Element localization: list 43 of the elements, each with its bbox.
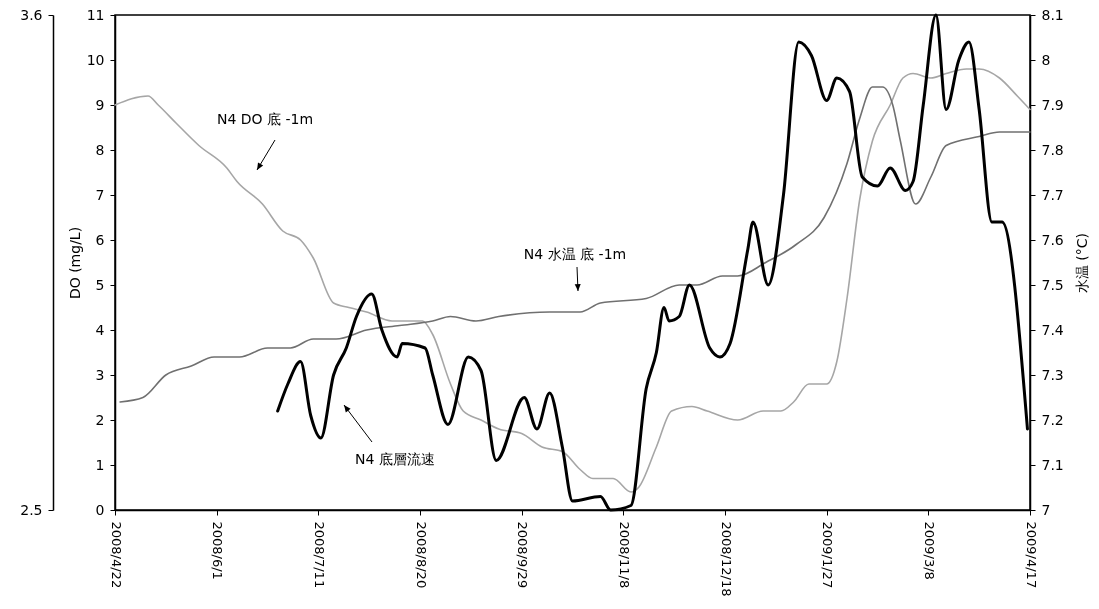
y-tick-label: 7 (95, 186, 105, 203)
y2-tick-label: 7 (1041, 501, 1051, 518)
y2-tick-label: 7.1 (1041, 456, 1064, 473)
y2-tick-label: 8.1 (1041, 6, 1064, 23)
y-tick-label: 8 (95, 141, 105, 158)
y2-tick-label: 7.7 (1041, 186, 1064, 203)
y2-tick-label: 8 (1041, 51, 1051, 68)
y-tick-label: 10 (86, 51, 105, 68)
y-tick-label: 3 (95, 366, 105, 383)
y2-tick-label: 7.4 (1041, 321, 1064, 338)
x-tick-label: 2009/4/17 (1023, 521, 1039, 589)
y2-tick-label: 7.9 (1041, 96, 1064, 113)
y-tick-label: 11 (86, 6, 105, 23)
line-series (114, 68, 1031, 493)
x-tick-label: 2008/7/11 (311, 521, 327, 589)
y-tick-label: 1 (95, 456, 105, 473)
x-tick-label: 2008/6/1 (210, 521, 226, 580)
y-tick-label: 5 (95, 276, 105, 293)
y-tick-label: 2 (95, 411, 105, 428)
y3-tick-label: 2.5 (20, 501, 43, 518)
x-tick-label: 2009/1/27 (820, 521, 836, 589)
y-axis-title: DO (mg/L) (66, 226, 83, 300)
line-series (119, 86, 1031, 403)
y-tick-label: 4 (95, 321, 105, 338)
y-tick-label: 0 (95, 501, 105, 518)
y-tick-label: 6 (95, 231, 105, 248)
y-tick-label: 9 (95, 96, 105, 113)
x-tick-label: 2008/8/20 (413, 521, 429, 589)
y2-tick-label: 7.6 (1041, 231, 1064, 248)
x-tick-label: 2008/11/8 (616, 521, 632, 589)
x-tick-label: 2008/9/29 (515, 521, 531, 589)
y3-tick-label: 3.6 (20, 6, 43, 23)
y2-tick-label: 7.8 (1041, 141, 1064, 158)
x-tick-label: 2009/3/8 (921, 521, 937, 580)
y2-axis-title: 水温 (°C) (1073, 232, 1090, 294)
y2-tick-label: 7.5 (1041, 276, 1064, 293)
y2-tick-label: 7.2 (1041, 411, 1064, 428)
text: N4 底層流速 (355, 451, 435, 467)
series-label: N4 DO 底 -1m (216, 111, 314, 127)
text: N4 水温 底 -1m (523, 246, 627, 262)
y2-tick-label: 7.3 (1041, 366, 1064, 383)
x-tick-label: 2008/12/18 (718, 521, 734, 597)
x-tick-label: 2008/4/22 (108, 521, 124, 589)
